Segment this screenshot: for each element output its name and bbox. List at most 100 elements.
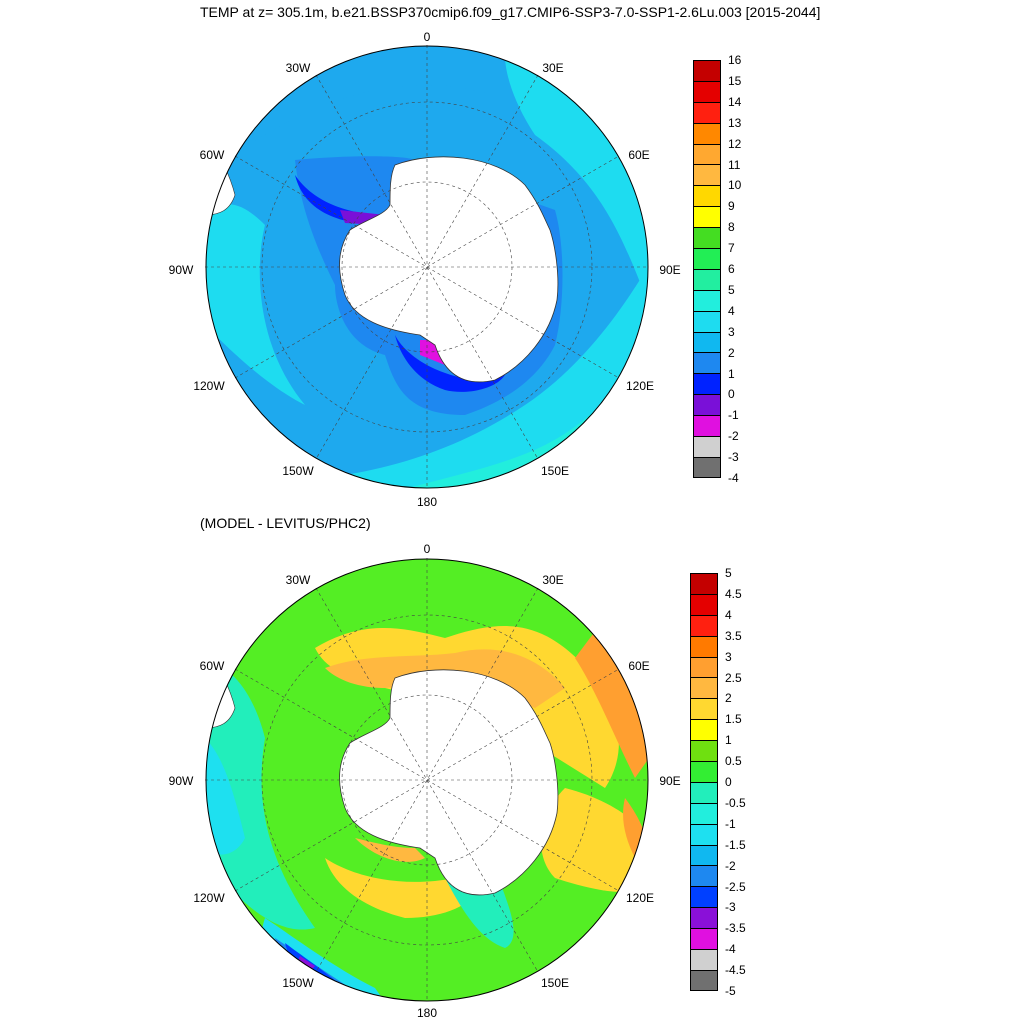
colorbar-swatch	[690, 781, 718, 803]
top-ross-cold	[395, 335, 505, 392]
bottom-east-warm	[575, 618, 648, 778]
colorbar-tick-label: -2.5	[725, 879, 746, 894]
colorbar-swatch	[690, 928, 718, 950]
bottom-lon-60w: 60W	[199, 659, 225, 673]
colorbar-tick-label: 3.5	[725, 628, 742, 643]
colorbar-tick-label: 5	[728, 282, 735, 297]
top-polar-map	[205, 45, 649, 489]
bottom-lon-30w: 30W	[285, 573, 311, 587]
colorbar-tick-label: 10	[728, 178, 742, 193]
bottom-ross-warm	[355, 838, 425, 862]
colorbar-tick-label: 2.5	[725, 670, 742, 685]
colorbar-swatch	[693, 206, 721, 228]
colorbar-swatch	[693, 436, 721, 457]
bottom-west-cool	[206, 658, 315, 930]
bottom-lon-120w: 120W	[193, 891, 225, 905]
top-lon-60w: 60W	[199, 148, 225, 162]
colorbar-tick-label: -4	[728, 471, 739, 485]
colorbar-tick-label: -1	[725, 816, 736, 831]
colorbar-tick-label: -2	[728, 429, 739, 444]
colorbar-tick-label: 14	[728, 94, 742, 109]
colorbar-swatch	[693, 456, 721, 478]
colorbar-swatch	[693, 60, 721, 81]
colorbar-tick-label: 4	[728, 303, 735, 318]
colorbar-swatch	[690, 886, 718, 908]
top-lon-30e: 30E	[542, 61, 564, 75]
bottom-lon-150w: 150W	[282, 976, 314, 990]
colorbar-tick-label: 1	[728, 366, 735, 381]
colorbar-swatch	[690, 719, 718, 741]
colorbar-swatch	[690, 865, 718, 887]
colorbar-tick-label: 7	[728, 241, 735, 256]
colorbar-tick-label: -4.5	[725, 963, 746, 978]
colorbar-tick-label: -0.5	[725, 795, 746, 810]
colorbar-swatch	[690, 969, 718, 991]
colorbar-tick-label: 12	[728, 136, 742, 151]
colorbar-swatch	[690, 698, 718, 720]
colorbar-tick-label: -2	[725, 858, 736, 873]
bottom-lon-180: 180	[416, 1006, 438, 1020]
colorbar-swatch	[693, 310, 721, 332]
colorbar-tick-label: 11	[728, 157, 741, 172]
figure-title: TEMP at z= 305.1m, b.e21.BSSP370cmip6.f0…	[200, 4, 821, 20]
colorbar-tick-label: 0	[728, 387, 735, 402]
colorbar-tick-label: -1	[728, 408, 739, 423]
colorbar-swatch	[690, 844, 718, 866]
colorbar-swatch	[693, 289, 721, 311]
colorbar-swatch	[690, 635, 718, 657]
colorbar-swatch	[693, 331, 721, 353]
colorbar-tick-label: 2	[728, 345, 735, 360]
colorbar-swatch	[693, 394, 721, 416]
top-lon-120e: 120E	[625, 379, 655, 393]
colorbar-swatch	[690, 593, 718, 615]
bottom-antarctica	[339, 669, 559, 896]
colorbar-swatch	[690, 656, 718, 678]
colorbar-tick-label: -3.5	[725, 921, 746, 936]
colorbar-tick-label: 2	[725, 691, 732, 706]
colorbar-swatch	[690, 677, 718, 699]
colorbar-swatch	[690, 614, 718, 636]
colorbar-tick-label: 16	[728, 53, 742, 67]
colorbar-swatch	[690, 823, 718, 845]
colorbar-tick-label: 3	[725, 649, 732, 664]
colorbar-tick-label: 5	[725, 566, 732, 580]
colorbar-swatch	[693, 415, 721, 437]
colorbar-tick-label: 6	[728, 262, 735, 276]
colorbar-swatch	[693, 268, 721, 290]
colorbar-swatch	[690, 740, 718, 762]
colorbar-swatch	[693, 248, 721, 269]
colorbar-tick-label: 0.5	[725, 754, 742, 769]
top-lon-180: 180	[416, 495, 438, 509]
colorbar-swatch	[693, 143, 721, 165]
bottom-polar-map	[205, 558, 649, 1002]
top-lon-150w: 150W	[282, 464, 314, 478]
colorbar-tick-label: 1.5	[725, 712, 742, 727]
colorbar-swatch	[693, 80, 721, 102]
top-lon-150e: 150E	[540, 464, 570, 478]
colorbar-swatch	[693, 185, 721, 207]
top-lon-120w: 120W	[193, 379, 225, 393]
colorbar-tick-label: -5	[725, 984, 736, 998]
top-colorbar	[693, 60, 721, 478]
colorbar-tick-label: 4	[725, 607, 732, 622]
colorbar-swatch	[693, 164, 721, 186]
colorbar-tick-label: 0	[725, 775, 732, 789]
bottom-lon-90e: 90E	[659, 774, 681, 788]
colorbar-swatch	[693, 122, 721, 144]
colorbar-swatch	[690, 573, 718, 594]
colorbar-swatch	[690, 761, 718, 782]
colorbar-tick-label: -3	[728, 450, 739, 465]
colorbar-tick-label: 1	[725, 733, 732, 748]
colorbar-tick-label: 8	[728, 220, 735, 235]
difference-subtitle: (MODEL - LEVITUS/PHC2)	[200, 515, 371, 531]
bottom-lon-0: 0	[423, 542, 431, 556]
bottom-lon-60e: 60E	[628, 659, 650, 673]
top-lon-0: 0	[423, 30, 431, 44]
top-west-warm-band	[206, 204, 305, 405]
top-lon-90w: 90W	[168, 263, 194, 277]
bottom-west-cooler	[206, 738, 245, 855]
colorbar-tick-label: 4.5	[725, 586, 742, 601]
bottom-lon-90w: 90W	[168, 774, 194, 788]
colorbar-tick-label: -1.5	[725, 837, 746, 852]
bottom-graticule	[205, 558, 649, 1002]
